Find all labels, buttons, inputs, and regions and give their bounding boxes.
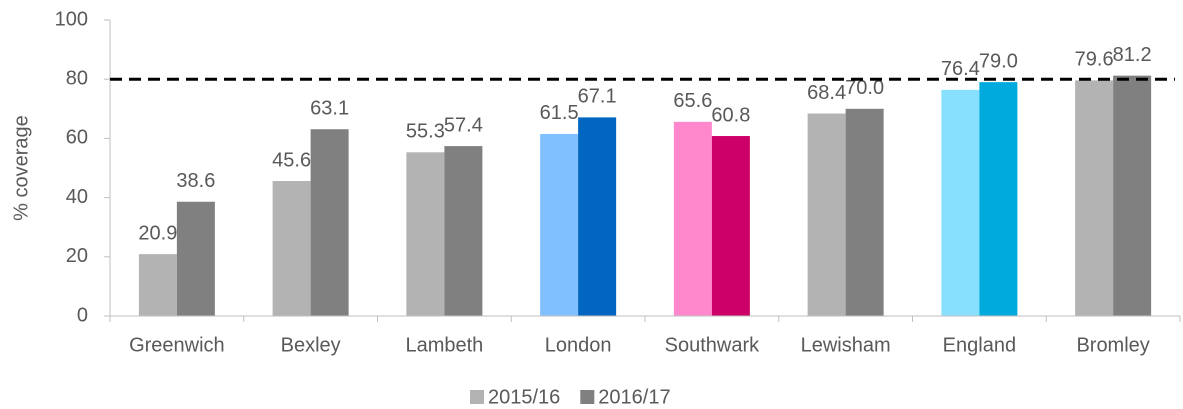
bar: [979, 82, 1018, 316]
value-label: 63.1: [310, 98, 349, 120]
bar: [1075, 80, 1114, 316]
y-tick-label: 80: [66, 67, 88, 89]
y-tick-label: 40: [66, 186, 88, 208]
bar: [807, 113, 846, 316]
value-label: 57.4: [444, 114, 483, 136]
value-label: 67.1: [578, 86, 617, 108]
value-label: 79.6: [1075, 49, 1114, 71]
value-label: 55.3: [406, 121, 445, 143]
value-label: 76.4: [941, 58, 980, 80]
legend-label: 2015/16: [488, 386, 560, 408]
value-label: 45.6: [272, 149, 311, 171]
x-tick-label: Lambeth: [405, 334, 483, 356]
bar: [578, 117, 617, 316]
value-label: 60.8: [711, 104, 750, 126]
bar: [941, 89, 980, 316]
bar: [310, 129, 349, 316]
value-label: 65.6: [673, 90, 712, 112]
y-axis-label: % coverage: [10, 115, 32, 221]
x-tick-label: England: [943, 334, 1016, 356]
y-tick-label: 0: [77, 304, 88, 326]
bar: [1113, 75, 1152, 316]
value-label: 81.2: [1113, 44, 1152, 66]
x-tick-label: Lewisham: [801, 334, 891, 356]
bar: [176, 201, 215, 316]
bar: [406, 152, 445, 316]
y-tick-label: 60: [66, 127, 88, 149]
x-tick-label: London: [545, 334, 612, 356]
y-tick-label: 100: [55, 8, 88, 30]
value-label: 20.9: [138, 222, 177, 244]
bar: [673, 121, 712, 316]
legend-swatch: [470, 390, 484, 404]
legend-label: 2016/17: [598, 386, 670, 408]
value-label: 79.0: [979, 50, 1018, 72]
bar: [711, 136, 750, 316]
x-tick-label: Bromley: [1076, 334, 1149, 356]
legend-swatch: [580, 390, 595, 404]
value-label: 61.5: [540, 102, 579, 124]
x-tick-label: Bexley: [281, 334, 341, 356]
y-tick-label: 20: [66, 245, 88, 267]
value-label: 70.0: [845, 77, 884, 99]
value-label: 68.4: [807, 82, 846, 104]
bar: [444, 146, 483, 316]
bar: [540, 133, 579, 316]
bar: [845, 108, 884, 316]
bar: [272, 181, 311, 316]
bar: [138, 254, 177, 316]
x-tick-label: Greenwich: [129, 334, 225, 356]
x-tick-label: Southwark: [665, 334, 760, 356]
value-label: 38.6: [176, 170, 215, 192]
